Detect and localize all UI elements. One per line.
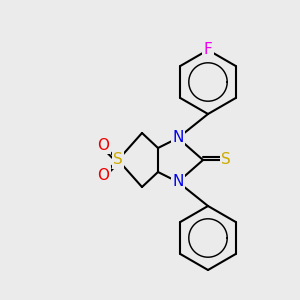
Text: O: O	[97, 167, 109, 182]
Text: F: F	[204, 43, 212, 58]
Text: S: S	[113, 152, 123, 167]
Text: S: S	[221, 152, 231, 167]
Text: O: O	[97, 137, 109, 152]
Text: N: N	[172, 130, 184, 146]
Text: N: N	[172, 175, 184, 190]
